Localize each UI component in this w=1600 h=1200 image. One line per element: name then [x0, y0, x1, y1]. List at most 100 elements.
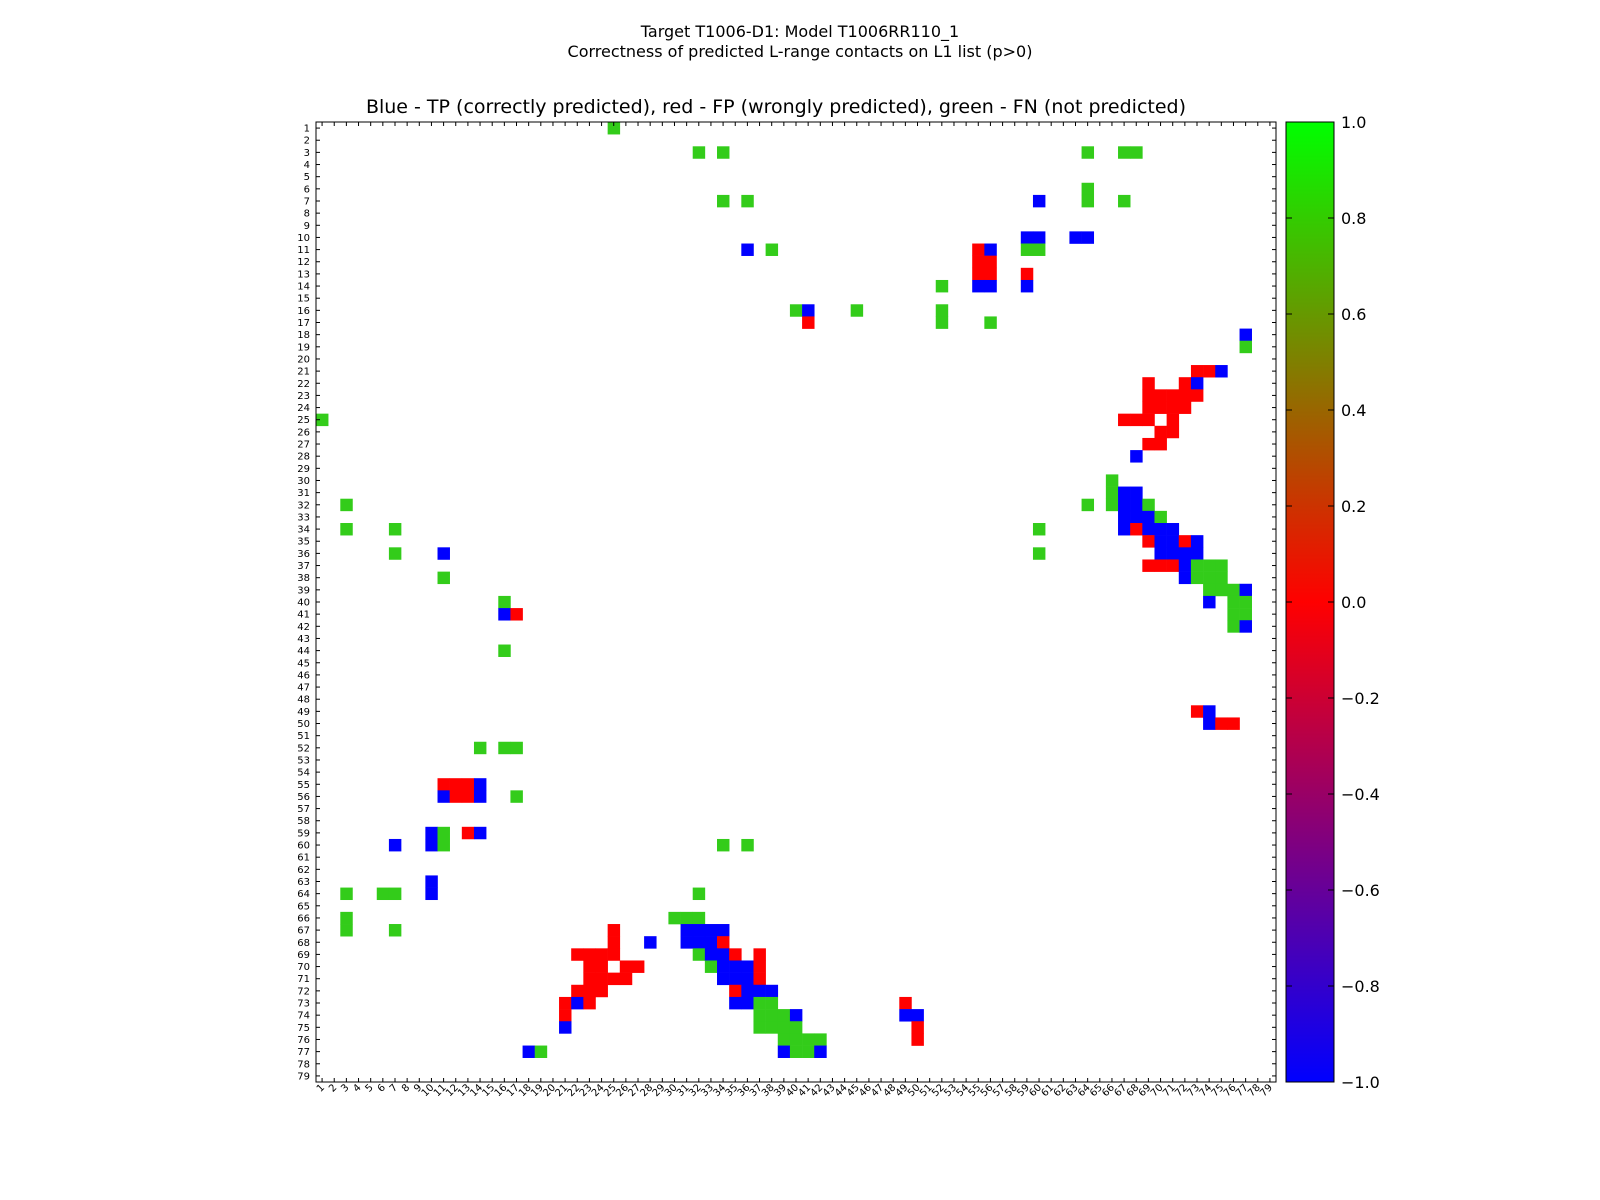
y-tick-label-68: 68 [297, 938, 310, 949]
cell-fn-r64-c7 [388, 887, 402, 901]
cell-fp-r73-c23 [583, 996, 596, 1010]
cell-fn-r16-c45 [850, 304, 864, 317]
cell-fn-r34-c7 [388, 523, 402, 536]
cell-fn-r3-c68 [1130, 146, 1143, 159]
cell-fn-r32-c64 [1081, 498, 1095, 512]
x-tick-label-4: 4 [351, 1082, 363, 1094]
cell-fp-r69-c23 [583, 948, 596, 961]
y-tick-label-64: 64 [297, 889, 310, 900]
cell-fn-r60-c36 [741, 838, 754, 852]
cell-fn-r40-c77 [1239, 595, 1252, 609]
plot-title: Blue - TP (correctly predicted), red - F… [366, 96, 1186, 118]
cell-tp-r77-c42 [814, 1045, 827, 1058]
y-tick-label-14: 14 [297, 282, 310, 293]
cell-fp-r23-c69 [1142, 389, 1155, 402]
y-tick-label-39: 39 [297, 585, 310, 596]
y-tick-label-73: 73 [297, 999, 310, 1010]
colorbar-tick-label-3: 0.4 [1341, 401, 1366, 420]
y-tick-label-42: 42 [297, 622, 310, 633]
y-tick-label-13: 13 [297, 269, 310, 280]
cell-tp-r11-c36 [741, 243, 754, 256]
cell-fp-r25-c67 [1118, 413, 1131, 427]
y-tick-label-1: 1 [304, 124, 310, 135]
y-tick-label-65: 65 [297, 901, 310, 912]
cell-tp-r72-c36 [741, 984, 754, 998]
colorbar-ticks: 1.0 0.8 0.6 0.4 0.2 0.0 −0.2 −0.4 −0.6 −0.8 −1.0 [1286, 113, 1380, 1092]
cell-fp-r23-c72 [1178, 389, 1192, 402]
cell-fn-r76-c40 [789, 1033, 803, 1046]
cell-fp-r21-c74 [1203, 365, 1216, 378]
cell-tp-r10-c63 [1069, 231, 1082, 244]
cell-fn-r64-c3 [340, 887, 353, 901]
cell-tp-r34-c71 [1166, 523, 1180, 536]
cell-fn-r33-c70 [1154, 510, 1167, 524]
y-tick-label-66: 66 [297, 913, 310, 924]
cell-fp-r13-c55 [972, 267, 985, 281]
y-tick-label-60: 60 [297, 841, 310, 852]
y-tick-label-75: 75 [297, 1023, 310, 1034]
cell-fn-r3-c34 [717, 146, 730, 159]
cell-fp-r75-c50 [911, 1021, 924, 1034]
y-tick-label-34: 34 [297, 525, 310, 536]
cell-fn-r70-c33 [704, 960, 718, 973]
cell-fp-r71-c23 [583, 972, 596, 986]
cell-fn-r11-c60 [1032, 243, 1046, 256]
cell-fn-r52-c14 [473, 741, 487, 755]
cell-fp-r69-c35 [729, 948, 742, 961]
cell-fp-r24-c69 [1142, 401, 1155, 414]
cell-fn-r41-c76 [1227, 608, 1240, 621]
colorbar-tick-label-7: −0.4 [1341, 785, 1380, 804]
cell-fn-r36-c7 [388, 547, 402, 560]
cell-tp-r42-c77 [1239, 620, 1252, 633]
cell-fp-r72-c24 [595, 984, 608, 998]
cell-tp-r36-c71 [1166, 547, 1180, 560]
cell-fn-r56-c17 [510, 790, 523, 803]
cell-fn-r37-c74 [1203, 559, 1216, 572]
cell-fn-r66-c30 [668, 911, 681, 925]
cell-fn-r66-c3 [340, 911, 353, 925]
cell-fp-r72-c22 [571, 984, 584, 998]
cell-fn-r38-c75 [1215, 571, 1228, 585]
cell-fn-r73-c38 [765, 996, 779, 1010]
cell-fn-r25-c1 [316, 413, 329, 427]
y-tick-label-70: 70 [297, 962, 310, 973]
cell-fn-r19-c77 [1239, 340, 1252, 354]
cell-fp-r25-c69 [1142, 413, 1155, 427]
cell-tp-r60-c10 [425, 838, 438, 852]
cell-fp-r37-c71 [1166, 559, 1180, 572]
cell-fp-r37-c69 [1142, 559, 1155, 572]
y-tick-label-69: 69 [297, 950, 310, 961]
cell-tp-r67-c33 [704, 924, 718, 937]
y-tick-label-22: 22 [297, 379, 310, 390]
y-tick-label-4: 4 [304, 160, 310, 171]
y-tick-label-52: 52 [297, 743, 310, 754]
y-tick-label-58: 58 [297, 816, 310, 827]
y-tick-label-16: 16 [297, 306, 310, 317]
y-tick-label-26: 26 [297, 427, 310, 438]
cell-fn-r66-c32 [692, 911, 706, 925]
cell-fn-r74-c37 [753, 1009, 766, 1022]
cell-fp-r49-c73 [1190, 705, 1204, 718]
cell-fp-r69-c37 [753, 948, 766, 961]
cell-fp-r70-c23 [583, 960, 596, 973]
y-tick-label-37: 37 [297, 561, 310, 572]
y-tick-label-53: 53 [297, 755, 310, 766]
cell-tp-r68-c31 [680, 936, 694, 949]
y-tick-label-40: 40 [297, 598, 310, 609]
y-tick-label-19: 19 [297, 342, 310, 353]
cell-fp-r70-c37 [753, 960, 766, 973]
cell-fp-r11-c55 [972, 243, 985, 256]
y-tick-label-46: 46 [297, 670, 310, 681]
cell-tp-r59-c14 [473, 826, 487, 840]
cell-fn-r36-c60 [1032, 547, 1046, 560]
x-tick-label-79: 79 [1258, 1082, 1275, 1099]
cell-fn-r52-c16 [498, 741, 511, 755]
y-tick-label-31: 31 [297, 488, 310, 499]
cell-tp-r34-c67 [1118, 523, 1131, 536]
cell-fp-r69-c22 [571, 948, 584, 961]
y-tick-label-6: 6 [304, 184, 310, 195]
cell-tp-r10-c64 [1081, 231, 1095, 244]
cell-fn-r32-c69 [1142, 498, 1155, 512]
plot-frame [315, 121, 1277, 1083]
cell-tp-r14-c56 [984, 279, 997, 293]
